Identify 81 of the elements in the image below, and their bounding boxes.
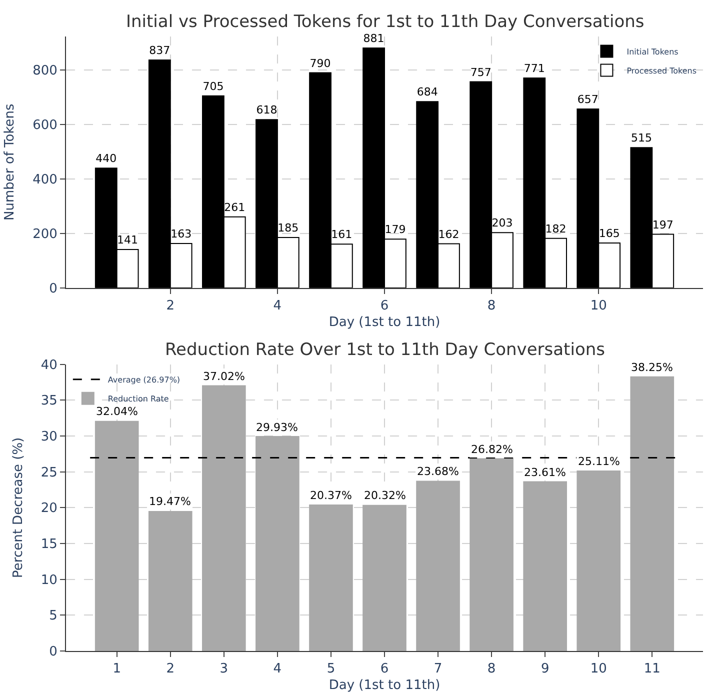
legend-label: Processed Tokens <box>626 66 697 76</box>
x-tick-label: 5 <box>326 662 336 677</box>
x-tick-label: 6 <box>380 298 389 314</box>
data-label: 705 <box>202 80 224 93</box>
data-label: 618 <box>256 104 278 117</box>
data-label: 32.04% <box>96 405 138 418</box>
data-label: 19.47% <box>149 495 191 508</box>
x-tick-label: 2 <box>166 298 175 314</box>
data-label: 182 <box>545 222 566 236</box>
y-tick-label: 30 <box>40 430 58 445</box>
legend-label: Initial Tokens <box>626 47 678 56</box>
data-label: 38.25% <box>631 361 673 374</box>
x-tick-label: 2 <box>166 662 175 677</box>
data-label: 179 <box>384 223 406 236</box>
data-label: 162 <box>438 228 460 241</box>
data-label: 203 <box>492 216 513 230</box>
x-tick-label: 4 <box>273 298 282 314</box>
y-tick-label: 5 <box>49 608 58 624</box>
bar <box>362 504 406 651</box>
data-label: 20.37% <box>310 489 352 502</box>
y-tick-label: 400 <box>32 172 58 188</box>
x-tick-label: 1 <box>112 662 121 677</box>
bar <box>576 470 621 651</box>
y-tick-label: 0 <box>49 644 58 660</box>
chart-title: Reduction Rate Over 1st to 11th Day Conversations <box>165 340 606 360</box>
x-axis-title: Day (1st to 11th) <box>328 315 440 330</box>
data-label: 771 <box>524 62 545 75</box>
chart-title: Initial vs Processed Tokens for 1st to 11th Day Conversations <box>126 12 644 32</box>
data-label: 261 <box>224 200 246 214</box>
data-label: 837 <box>149 44 170 57</box>
data-label: 757 <box>470 66 492 79</box>
y-axis-title: Number of Tokens <box>2 103 18 220</box>
x-tick-label: 10 <box>590 662 607 677</box>
data-label: 37.02% <box>203 370 245 383</box>
bar <box>202 385 246 651</box>
data-label: 515 <box>630 132 652 145</box>
data-label: 881 <box>363 32 384 46</box>
bar <box>470 458 514 651</box>
data-label: 185 <box>278 222 299 235</box>
x-tick-label: 7 <box>434 662 442 677</box>
data-label: 197 <box>652 218 674 232</box>
data-label: 163 <box>170 228 192 241</box>
bar <box>630 376 674 651</box>
y-axis-title: Percent Decrease (%) <box>10 437 26 578</box>
legend-label: Reduction Rate <box>108 394 169 404</box>
data-label: 161 <box>331 228 352 242</box>
data-label: 23.68% <box>417 465 459 478</box>
data-label: 165 <box>598 226 620 240</box>
x-tick-label: 10 <box>590 298 607 314</box>
data-label: 440 <box>96 152 117 166</box>
x-tick-label: 4 <box>273 662 282 677</box>
y-tick-label: 15 <box>40 537 58 552</box>
x-tick-label: 8 <box>487 662 496 677</box>
x-axis-title: Day (1st to 11th) <box>328 678 440 694</box>
data-label: 684 <box>416 86 438 99</box>
bar <box>309 504 353 651</box>
data-label: 20.32% <box>364 489 406 502</box>
data-label: 25.11% <box>578 455 620 468</box>
x-tick-label: 8 <box>487 298 496 314</box>
data-label: 657 <box>577 93 598 106</box>
bar <box>94 420 139 651</box>
legend-label: Average (26.97%) <box>108 376 180 385</box>
data-label: 23.61% <box>524 466 566 479</box>
y-tick-label: 600 <box>32 118 58 134</box>
data-label: 141 <box>117 234 138 247</box>
y-tick-label: 200 <box>32 226 58 242</box>
y-tick-label: 20 <box>40 501 58 516</box>
y-tick-label: 25 <box>40 465 58 480</box>
y-tick-label: 10 <box>40 572 58 588</box>
x-tick-label: 11 <box>644 662 660 677</box>
data-label: 790 <box>310 56 331 70</box>
y-tick-label: 0 <box>49 281 58 296</box>
bar <box>256 436 300 651</box>
x-tick-label: 9 <box>540 662 550 677</box>
data-label: 26.82% <box>471 443 513 456</box>
x-tick-label: 6 <box>380 662 389 677</box>
data-label: 29.93% <box>256 421 298 434</box>
x-tick-label: 3 <box>220 662 228 677</box>
y-tick-label: 800 <box>32 64 58 79</box>
y-tick-label: 35 <box>40 394 58 409</box>
y-tick-label: 40 <box>40 358 58 373</box>
